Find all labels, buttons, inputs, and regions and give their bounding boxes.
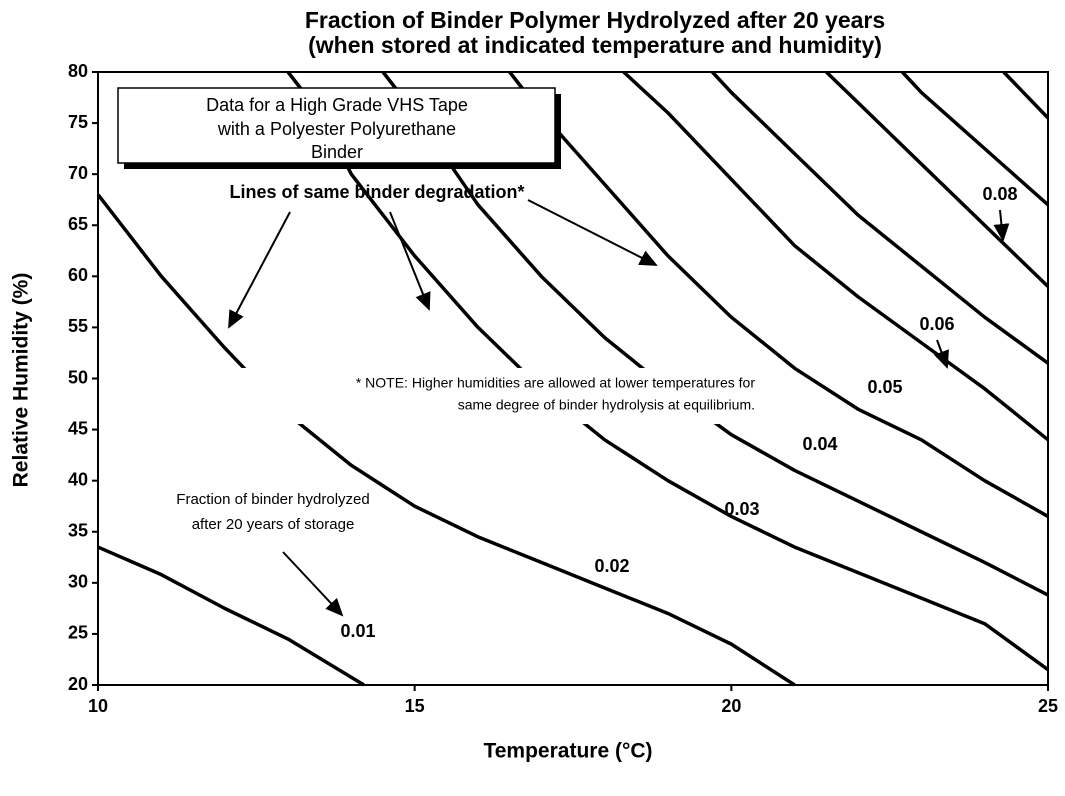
contour-label: 0.01 [340,621,375,641]
contour-label: 0.08 [982,184,1017,204]
y-tick-label: 65 [68,214,88,234]
arrow [993,209,1010,242]
arrow [389,211,431,311]
x-tick-label: 15 [405,696,425,716]
contour-line [825,70,1050,288]
contour-line [508,70,1049,518]
contour-line [96,193,796,687]
y-tick-label: 40 [68,469,88,489]
x-tick-label: 25 [1038,696,1058,716]
x-tick-label: 10 [88,696,108,716]
contour-label: 0.06 [919,314,954,334]
arrow [282,551,344,617]
box-text: Binder [311,142,363,162]
contour-line [286,70,1050,672]
note-background [204,368,766,424]
overlays: * NOTE: Higher humidities are allowed at… [117,87,1010,617]
y-tick-label: 60 [68,265,88,285]
y-tick-label: 80 [68,61,88,81]
box-text: Data for a High Grade VHS Tape [206,95,468,115]
fraction-note: Fraction of binder hydrolyzed [176,491,369,508]
curves [96,70,1050,687]
y-tick-label: 25 [68,623,88,643]
note-text: * NOTE: Higher humidities are allowed at… [356,375,756,391]
chart-title: Fraction of Binder Polymer Hydrolyzed af… [305,7,885,33]
y-tick-label: 75 [68,112,88,132]
contour-label: 0.05 [867,377,902,397]
contour-label: 0.03 [724,499,759,519]
contour-label: 0.02 [594,556,629,576]
y-tick-label: 30 [68,572,88,592]
arrow [228,211,291,329]
contour-line [1002,70,1050,120]
contour-line [97,545,365,687]
y-tick-label: 45 [68,418,88,438]
fraction-note: after 20 years of storage [192,516,355,533]
y-tick-label: 20 [68,674,88,694]
x-axis-label: Temperature (°C) [483,740,652,763]
contour-line [901,70,1050,207]
info-box [117,87,556,164]
y-tick-label: 35 [68,521,88,541]
arrows [228,199,1010,617]
y-tick-label: 55 [68,316,88,336]
arrow [527,199,658,266]
note-text: same degree of binder hydrolysis at equi… [458,397,755,413]
lines-note: Lines of same binder degradation* [229,182,524,202]
contour-line [622,70,1050,442]
contour-line [711,70,1050,365]
chart-subtitle: (when stored at indicated temperature an… [308,32,882,58]
arrow [933,339,949,369]
y-tick-label: 70 [68,163,88,183]
x-tick-label: 20 [721,696,741,716]
y-axis-label: Relative Humidity (%) [10,273,33,488]
y-tick-label: 50 [68,367,88,387]
contour-label: 0.04 [802,434,837,454]
box-text: with a Polyester Polyurethane [217,119,456,139]
